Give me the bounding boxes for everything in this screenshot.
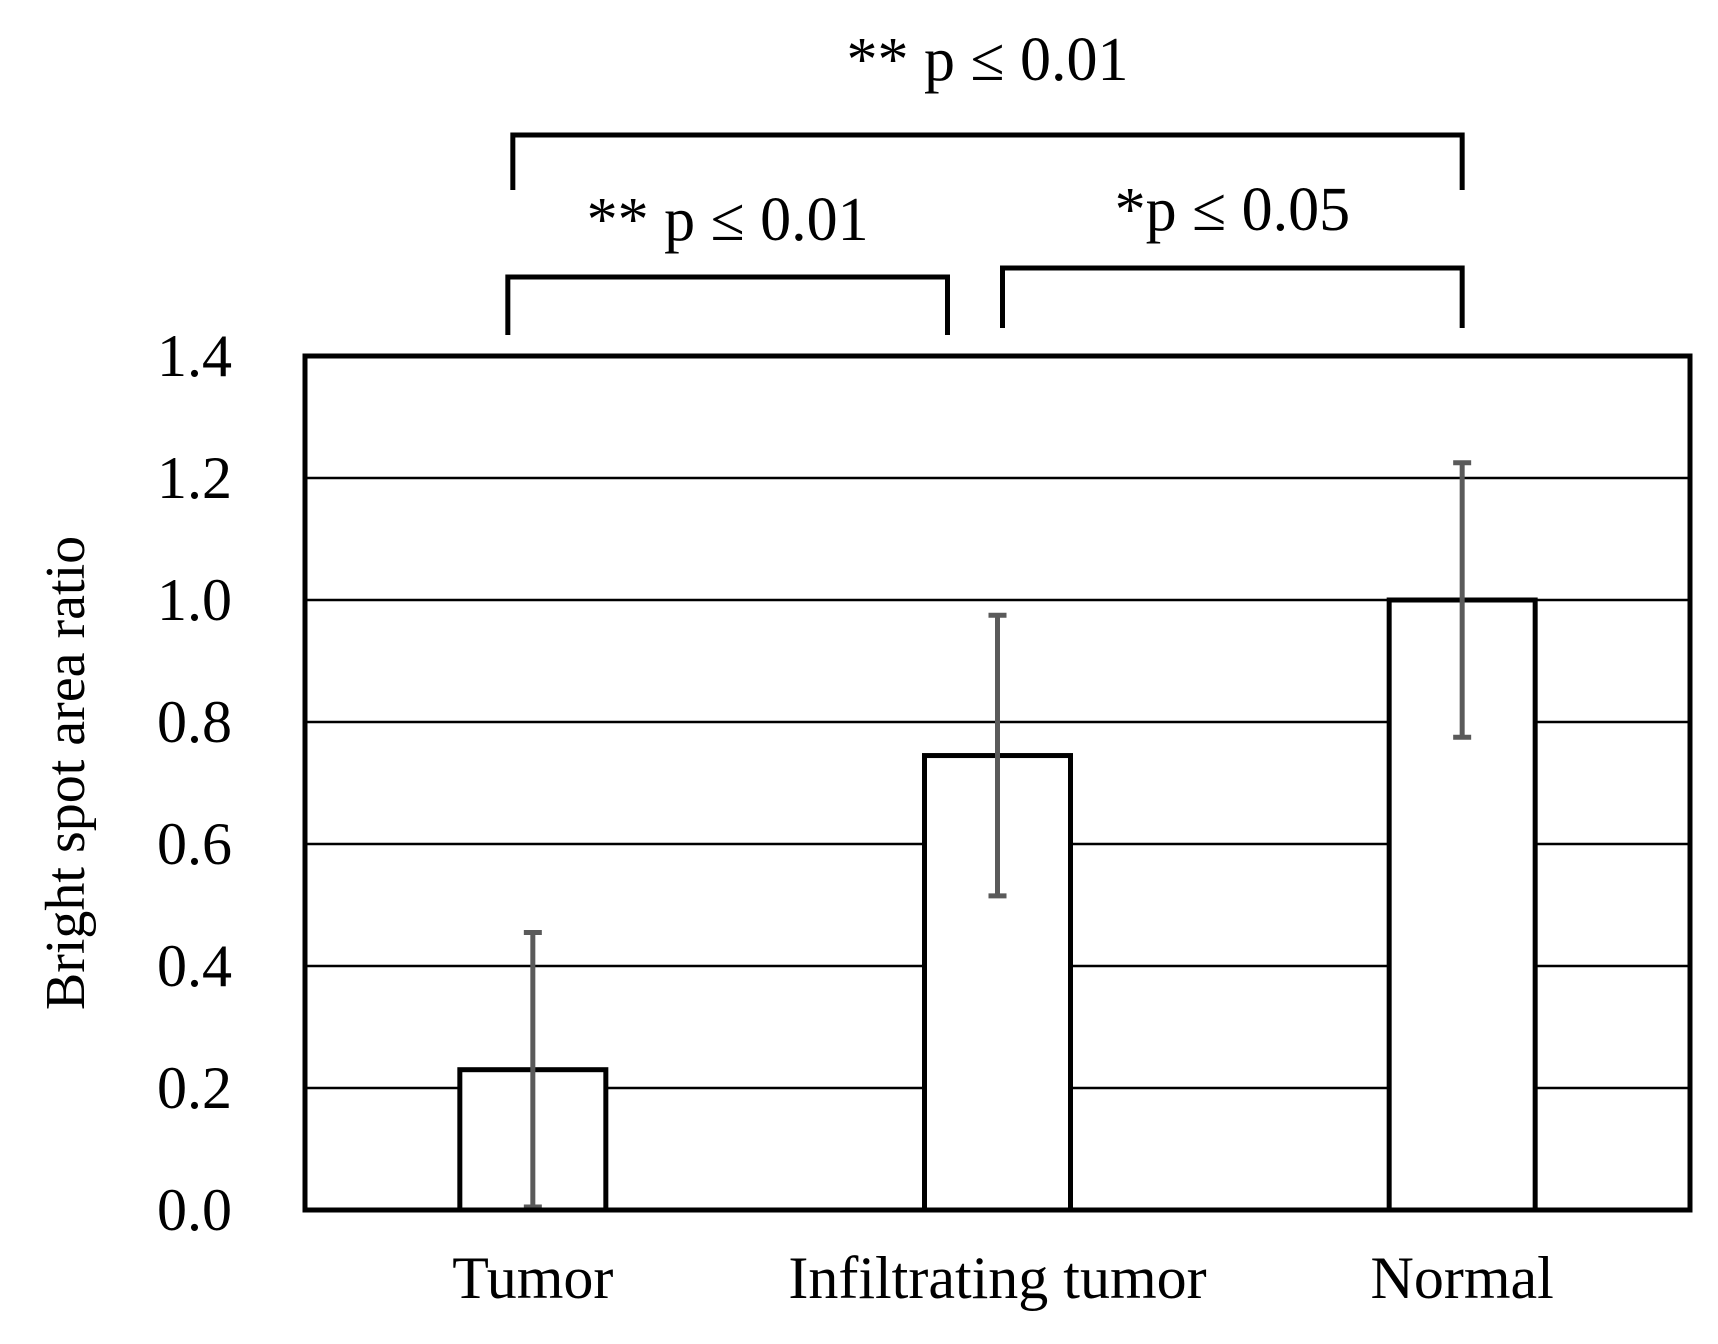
y-tick-label-1.4: 1.4 xyxy=(157,323,232,389)
significance-label-3: *p ≤ 0.05 xyxy=(1115,176,1351,244)
y-tick-label-0.2: 0.2 xyxy=(157,1055,232,1121)
plot-border xyxy=(302,353,1693,1213)
y-tick-label-0.4: 0.4 xyxy=(157,933,232,999)
y-tick-label-0.0: 0.0 xyxy=(157,1177,232,1243)
y-tick-labels: 0.0 0.2 0.4 0.6 0.8 1.0 1.2 1.4 xyxy=(157,323,232,1243)
significance-brackets: ** p ≤ 0.01 ** p ≤ 0.01 *p ≤ 0.05 xyxy=(505,26,1465,335)
error-bars xyxy=(523,460,1472,1210)
significance-label-2: ** p ≤ 0.01 xyxy=(587,186,869,254)
significance-bracket-1 xyxy=(510,132,1465,190)
x-category-labels: Tumor Infiltrating tumor Normal xyxy=(452,1245,1554,1311)
significance-bracket-2 xyxy=(505,274,950,335)
significance-bracket-3 xyxy=(1000,265,1465,328)
y-tick-label-0.8: 0.8 xyxy=(157,689,232,755)
x-category-label-normal: Normal xyxy=(1371,1245,1554,1311)
significance-label-1: ** p ≤ 0.01 xyxy=(846,26,1128,94)
plot-frame xyxy=(302,353,1693,1213)
y-tick-label-1.2: 1.2 xyxy=(157,445,232,511)
y-tick-label-1.0: 1.0 xyxy=(157,567,232,633)
y-tick-label-0.6: 0.6 xyxy=(157,811,232,877)
bars xyxy=(457,597,1538,1213)
x-category-label-infiltrating-tumor: Infiltrating tumor xyxy=(788,1245,1206,1311)
x-category-label-tumor: Tumor xyxy=(452,1245,613,1311)
y-axis-title: Bright spot area ratio xyxy=(35,536,97,1010)
